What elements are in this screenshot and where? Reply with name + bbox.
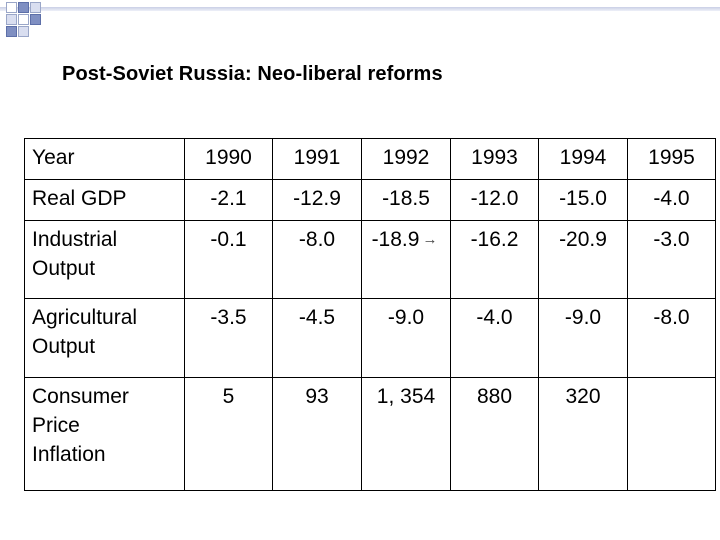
table-cell: -3.0 [627,220,716,299]
corner-square [18,14,29,25]
table-cell: -8.0 [627,298,716,378]
table-cell: -4.5 [272,298,362,378]
table-cell: -2.1 [184,179,273,221]
corner-square [6,14,17,25]
corner-square [6,2,17,13]
table-header-row: Year 1990 1991 1992 1993 1994 1995 [24,138,716,180]
table-cell: 93 [272,377,362,491]
corner-squares-decoration [0,0,60,44]
top-decorative-line [0,7,720,11]
header-year-cell: 1991 [272,138,362,180]
table-cell: -3.5 [184,298,273,378]
table-cell: -16.2 [450,220,539,299]
table-cell: -4.0 [450,298,539,378]
header-label-year: Year [24,138,185,180]
header-year-cell: 1994 [538,138,628,180]
row-label: Agricultural Output [24,298,185,378]
table-row: Agricultural Output -3.5 -4.5 -9.0 -4.0 -… [24,298,716,378]
table-cell: -9.0 [361,298,451,378]
table-cell: -12.0 [450,179,539,221]
row-label-line: Agricultural [32,306,138,329]
right-arrow-icon: → [422,231,438,248]
table-cell: -15.0 [538,179,628,221]
corner-square [30,2,41,13]
corner-square [30,14,41,25]
table-cell: -9.0 [538,298,628,378]
table-cell: -0.1 [184,220,273,299]
row-label-line: Price [32,414,80,437]
table-cell: 320 [538,377,628,491]
table-cell: 880 [450,377,539,491]
row-label: Consumer Price Inflation [24,377,185,491]
corner-square [18,26,29,37]
row-label-line: Inflation [32,443,106,466]
reforms-data-table: Year 1990 1991 1992 1993 1994 1995 Real … [24,138,716,491]
row-label-line: Output [32,335,96,358]
table-row: Industrial Output -0.1 -8.0 -18.9 → -16.2 … [24,220,716,299]
cell-value: -18.9 [371,228,420,251]
table-row: Consumer Price Inflation 5 93 1, 354 880 3… [24,377,716,491]
table-cell: -4.0 [627,179,716,221]
row-label-line: Consumer [32,385,129,408]
row-label-line: Real GDP [32,187,127,210]
row-label: Industrial Output [24,220,185,299]
table-cell: -12.9 [272,179,362,221]
table-cell: -8.0 [272,220,362,299]
table-cell [627,377,716,491]
row-label-line: Industrial [32,228,118,251]
header-year-cell: 1990 [184,138,273,180]
table-cell: 1, 354 [361,377,451,491]
table-cell: -20.9 [538,220,628,299]
row-label: Real GDP [24,179,185,221]
row-label-line: Output [32,257,96,280]
table-row: Real GDP -2.1 -12.9 -18.5 -12.0 -15.0 -4… [24,179,716,221]
slide-title: Post-Soviet Russia: Neo-liberal reforms [62,63,443,85]
header-year-cell: 1993 [450,138,539,180]
header-year-cell: 1992 [361,138,451,180]
corner-square [6,26,17,37]
header-year-cell: 1995 [627,138,716,180]
corner-square [18,2,29,13]
table-cell: -18.9 → [361,220,451,299]
table-cell: -18.5 [361,179,451,221]
table-cell: 5 [184,377,273,491]
